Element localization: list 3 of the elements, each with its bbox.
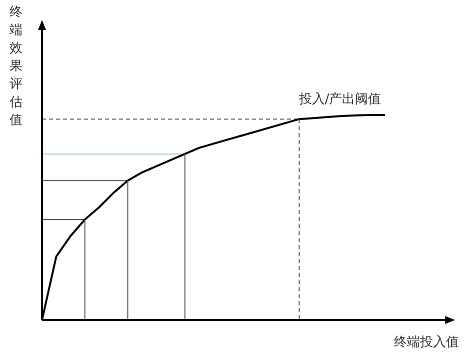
y-axis-title: 终端效果评估值 bbox=[8, 4, 22, 128]
x-axis-title: 终端投入值 bbox=[394, 334, 459, 350]
text: 投入/产出阈值 bbox=[298, 92, 382, 107]
